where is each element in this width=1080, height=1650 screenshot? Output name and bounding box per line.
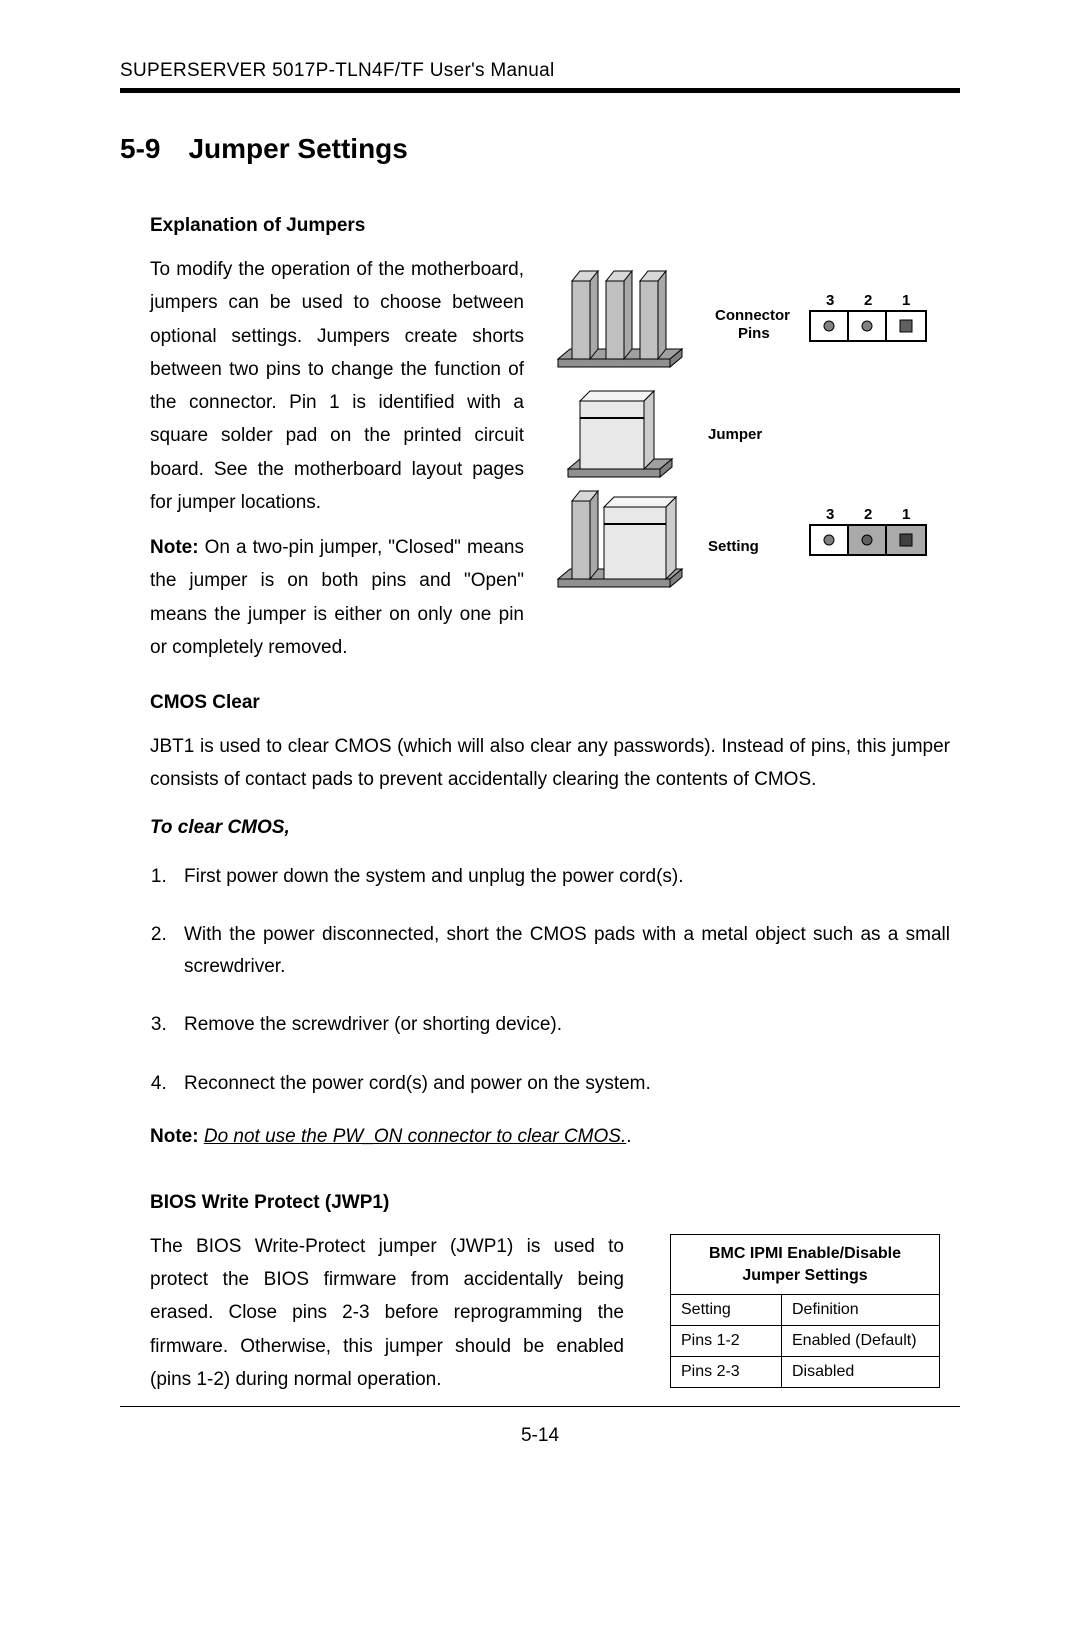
table-title: BMC IPMI Enable/Disable Jumper Settings	[671, 1234, 940, 1294]
jumper-diagram: Connector Pins Jumper Setting 3 2 1	[550, 253, 950, 608]
header-product: SUPERSERVER 5017P-TLN4F/TF	[120, 60, 424, 81]
note-text: On a two-pin jumper, "Closed" means the …	[150, 537, 524, 658]
svg-text:2: 2	[864, 506, 872, 523]
explanation-heading: Explanation of Jumpers	[150, 215, 950, 237]
jumper-group	[568, 391, 672, 477]
table-r1c1: Pins 1-2	[671, 1326, 782, 1357]
label-connector: Connector	[715, 307, 790, 324]
jumper-diagram-svg: Connector Pins Jumper Setting 3 2 1	[550, 253, 950, 608]
page-number: 5-14	[120, 1425, 960, 1447]
header-suffix: User's Manual	[430, 60, 555, 81]
explanation-text: To modify the operation of the mother­bo…	[150, 253, 524, 664]
step-3: Remove the screwdriver (or shorting devi…	[172, 1009, 950, 1041]
pin-box-top: 3 2 1	[810, 292, 926, 341]
svg-text:2: 2	[864, 292, 872, 309]
bios-para: The BIOS Write-Protect jumper (JWP1) is …	[150, 1230, 624, 1396]
cmos-note: Note: Do not use the PW_ON connector to …	[150, 1126, 950, 1148]
section-title: 5-9 Jumper Settings	[120, 133, 960, 165]
label-setting: Setting	[708, 538, 759, 555]
cmos-note-label: Note:	[150, 1126, 199, 1147]
svg-text:3: 3	[826, 506, 834, 523]
cmos-steps: First power down the system and unplug t…	[150, 861, 950, 1100]
explanation-note: Note: On a two-pin jumper, "Closed" mean…	[150, 531, 524, 664]
jumper-settings-table: BMC IPMI Enable/Disable Jumper Settings …	[670, 1234, 940, 1388]
connector-pins-group	[558, 271, 682, 367]
step-1: First power down the system and unplug t…	[172, 861, 950, 893]
label-jumper: Jumper	[708, 426, 762, 443]
bios-text-col: The BIOS Write-Protect jumper (JWP1) is …	[150, 1230, 624, 1396]
label-pins: Pins	[738, 325, 770, 342]
content-block: Explanation of Jumpers To modify the ope…	[120, 215, 960, 1396]
page-header: SUPERSERVER 5017P-TLN4F/TF User's Manual	[120, 60, 960, 82]
section-heading-text: Jumper Settings	[188, 133, 407, 164]
table-r1c2: Enabled (Default)	[782, 1326, 940, 1357]
bios-table-col: BMC IPMI Enable/Disable Jumper Settings …	[670, 1230, 950, 1396]
note-label: Note:	[150, 537, 199, 558]
header-rule	[120, 88, 960, 93]
svg-text:3: 3	[826, 292, 834, 309]
bios-heading: BIOS Write Protect (JWP1)	[150, 1192, 950, 1214]
svg-text:1: 1	[902, 506, 910, 523]
section-number: 5-9	[120, 133, 160, 164]
cmos-heading: CMOS Clear	[150, 692, 950, 714]
table-col1-header: Setting	[671, 1295, 782, 1326]
setting-group	[558, 491, 682, 587]
step-4: Reconnect the power cord(s) and power on…	[172, 1068, 950, 1100]
table-col2-header: Definition	[782, 1295, 940, 1326]
explanation-row: To modify the operation of the mother­bo…	[150, 253, 950, 664]
cmos-para: JBT1 is used to clear CMOS (which will a…	[150, 730, 950, 797]
table-r2c2: Disabled	[782, 1357, 940, 1388]
svg-text:1: 1	[902, 292, 910, 309]
footer-rule	[120, 1406, 960, 1407]
cmos-subheading: To clear CMOS,	[150, 817, 950, 839]
table-r2c1: Pins 2-3	[671, 1357, 782, 1388]
explanation-para1: To modify the operation of the mother­bo…	[150, 253, 524, 519]
step-2: With the power disconnected, short the C…	[172, 919, 950, 984]
manual-page: SUPERSERVER 5017P-TLN4F/TF User's Manual…	[0, 0, 1080, 1650]
pin-box-bottom: 3 2 1	[810, 506, 926, 555]
cmos-note-text: Do not use the PW_ON connector to clear …	[204, 1126, 626, 1147]
bios-row: The BIOS Write-Protect jumper (JWP1) is …	[150, 1230, 950, 1396]
